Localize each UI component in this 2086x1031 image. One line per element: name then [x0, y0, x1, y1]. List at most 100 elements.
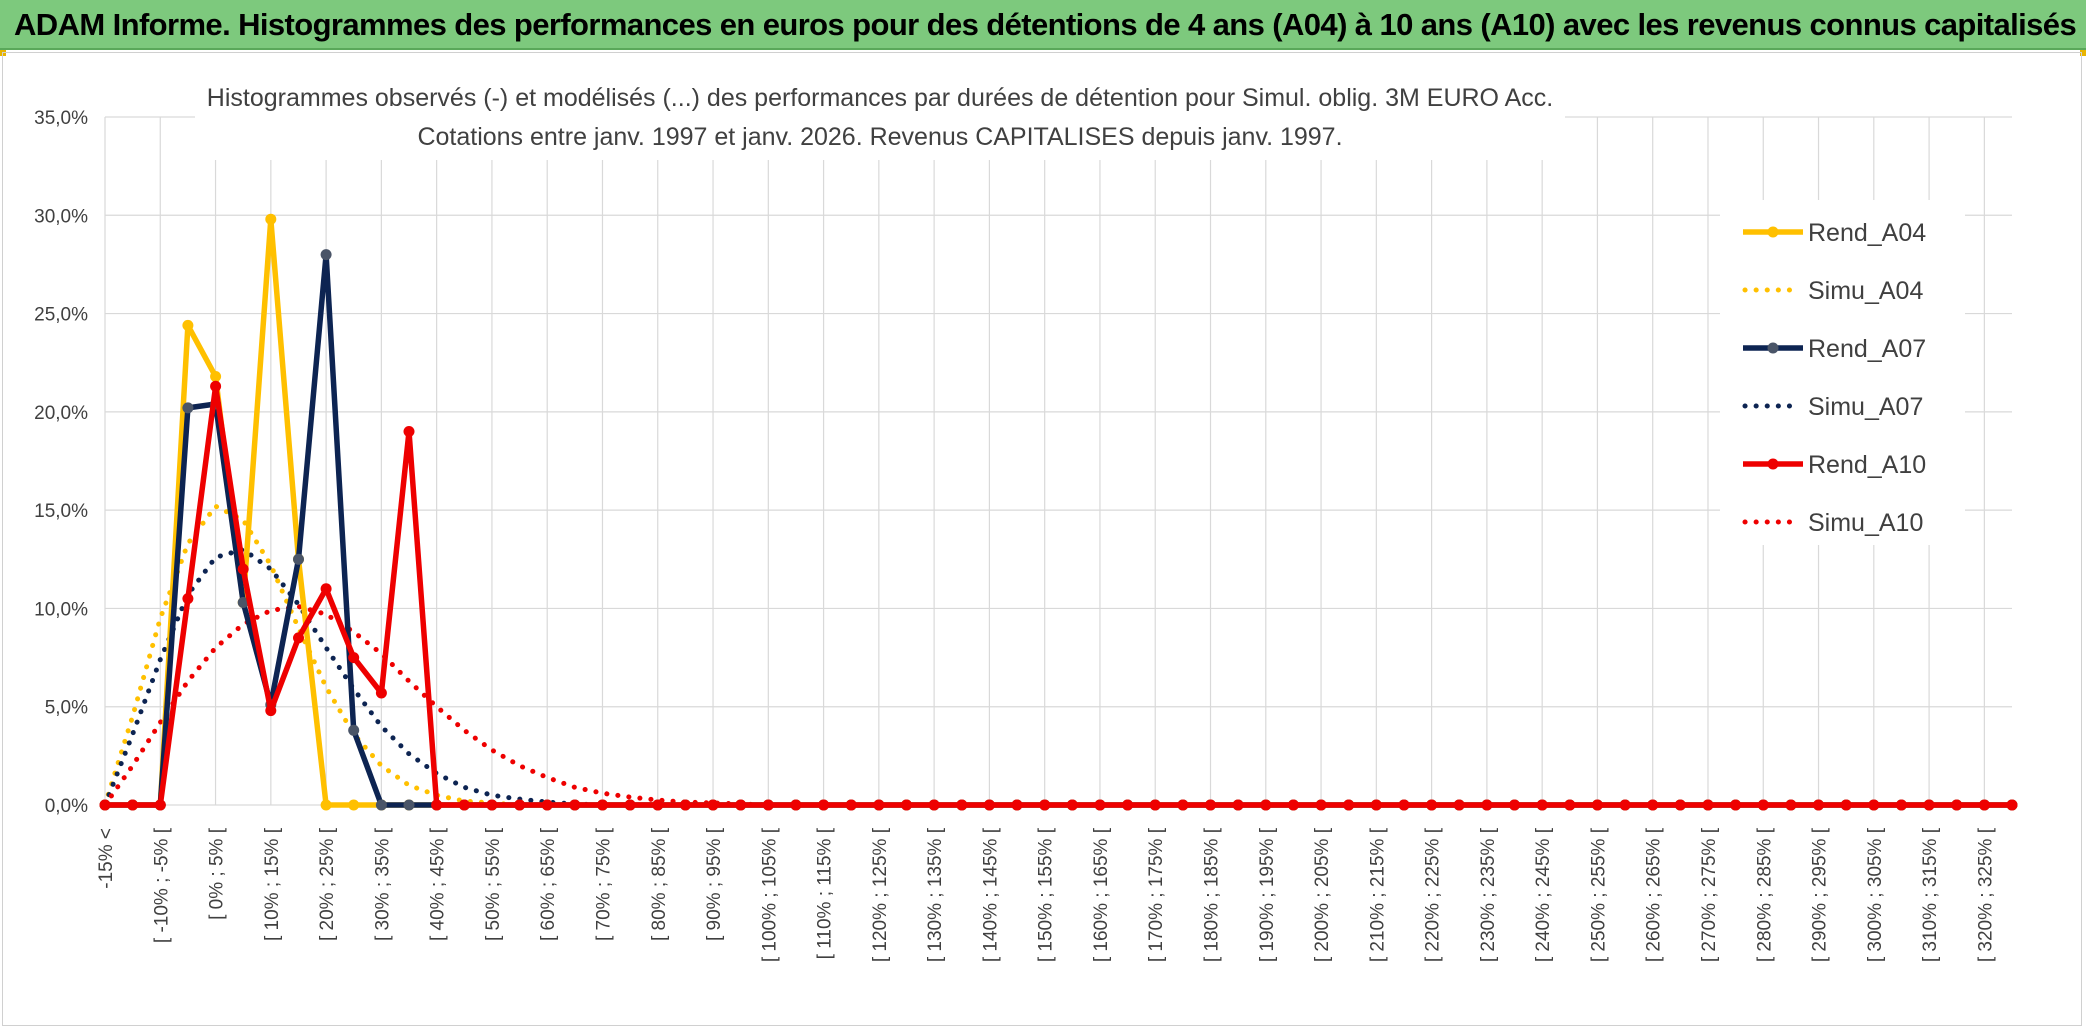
- data-point: [679, 799, 691, 811]
- data-point: [1177, 799, 1189, 811]
- data-point: [1813, 799, 1824, 811]
- x-tick-label: [ 160% ; 165% [: [1091, 827, 1112, 962]
- chart-title-block: Histogrammes observés (-) et modélisés (…: [195, 74, 1565, 160]
- legend-item-simu-a07: Simu_A07: [1742, 393, 1923, 421]
- x-tick-label: [ 170% ; 175% [: [1146, 827, 1167, 962]
- x-tick-label: [ 320% ; 325% [: [1975, 827, 1996, 962]
- data-point: [154, 799, 166, 811]
- series-simu-a10: [102, 603, 2015, 808]
- data-point: [182, 593, 194, 605]
- data-point: [1785, 799, 1797, 811]
- data-point: [1702, 799, 1714, 811]
- y-tick-label: 30,0%: [34, 206, 88, 227]
- data-point: [348, 724, 360, 736]
- x-axis-ticks: -15% < [ -10% ; -5% [[ 0% ; 5% [[ 10% ; 1…: [96, 827, 1996, 962]
- data-point: [431, 799, 443, 811]
- data-point: [1315, 799, 1327, 811]
- x-tick-label: [ 50% ; 55% [: [483, 827, 504, 941]
- data-point: [707, 799, 719, 811]
- corner-mark-left: [0, 50, 6, 56]
- data-point: [1011, 799, 1023, 811]
- x-tick-label: [ 300% ; 305% [: [1865, 827, 1886, 962]
- data-point: [293, 632, 304, 644]
- x-tick-label: [ 180% ; 185% [: [1202, 827, 1223, 962]
- data-point: [845, 799, 857, 811]
- x-tick-label: [ 270% ; 275% [: [1699, 827, 1720, 962]
- data-point: [1287, 799, 1299, 811]
- x-tick-label: [ 120% ; 125% [: [870, 827, 891, 962]
- data-point: [569, 799, 581, 811]
- data-point: [1343, 799, 1355, 811]
- chart-frame: [2, 52, 2082, 1026]
- data-series: [99, 213, 2018, 811]
- data-point: [1260, 799, 1272, 811]
- data-point: [1564, 799, 1576, 811]
- y-tick-label: 25,0%: [34, 305, 88, 326]
- x-tick-label: [ 230% ; 235% [: [1478, 827, 1499, 962]
- data-point: [265, 705, 277, 717]
- x-tick-label: [ 110% ; 115% [: [815, 827, 836, 959]
- legend-label: Simu_A04: [1808, 277, 1923, 305]
- series-line: [102, 503, 2015, 808]
- data-point: [873, 799, 885, 811]
- legend-item-rend-a07: Rend_A07: [1743, 335, 1926, 363]
- x-tick-label: -15% <: [96, 828, 117, 889]
- data-point: [293, 553, 304, 565]
- data-point: [99, 799, 111, 811]
- x-tick-label: [ 190% ; 195% [: [1257, 827, 1278, 962]
- series-line: [102, 603, 2015, 808]
- data-point: [237, 597, 249, 608]
- data-point: [237, 563, 249, 575]
- data-point: [320, 799, 332, 811]
- data-point: [348, 799, 360, 811]
- data-point: [182, 402, 194, 414]
- x-tick-label: [ 140% ; 145% [: [980, 827, 1001, 962]
- data-point: [624, 799, 636, 811]
- legend-background: [1720, 200, 1965, 545]
- data-point: [182, 319, 194, 331]
- data-point: [514, 799, 526, 811]
- x-tick-label: [ 280% ; 285% [: [1754, 827, 1775, 962]
- chart-title: Histogrammes observés (-) et modélisés (…: [207, 84, 1553, 112]
- data-point: [1647, 799, 1659, 811]
- legend-label: Rend_A10: [1808, 451, 1926, 479]
- data-point: [956, 799, 968, 811]
- legend-item-simu-a04: Simu_A04: [1742, 277, 1923, 305]
- x-tick-label: [ 130% ; 135% [: [925, 827, 946, 962]
- legend-item-rend-a10: Rend_A10: [1743, 451, 1926, 479]
- data-point: [1730, 799, 1742, 811]
- series-line: [105, 383, 2012, 808]
- data-point: [735, 799, 747, 811]
- data-point: [486, 799, 498, 811]
- x-tick-label: [ 150% ; 155% [: [1036, 827, 1057, 962]
- x-tick-label: [ 290% ; 295% [: [1810, 827, 1831, 962]
- x-tick-label: [ 80% ; 85% [: [649, 827, 670, 941]
- data-point: [541, 799, 553, 811]
- chart-subtitle: Cotations entre janv. 1997 et janv. 2026…: [417, 123, 1342, 151]
- data-point: [818, 799, 830, 811]
- data-point: [1149, 799, 1161, 811]
- data-point: [403, 426, 415, 437]
- data-point: [458, 799, 470, 811]
- data-point: [375, 687, 387, 699]
- y-tick-label: 5,0%: [45, 698, 88, 719]
- legend-marker: [1767, 342, 1779, 354]
- x-tick-label: [ 10% ; 15% [: [262, 827, 283, 941]
- data-point: [1978, 799, 1990, 811]
- data-point: [1923, 799, 1935, 811]
- legend-label: Simu_A10: [1808, 509, 1923, 537]
- data-point: [1868, 799, 1880, 811]
- data-point: [983, 799, 995, 811]
- data-point: [928, 799, 940, 811]
- y-tick-label: 0,0%: [45, 796, 88, 817]
- data-point: [1481, 799, 1493, 811]
- data-point: [1951, 799, 1963, 811]
- data-point: [210, 380, 222, 392]
- x-tick-label: [ -10% ; -5% [: [151, 827, 172, 943]
- data-point: [901, 799, 912, 811]
- series-rend-a10: [99, 380, 2018, 811]
- data-point: [375, 799, 387, 811]
- data-point: [320, 249, 332, 261]
- y-tick-label: 35,0%: [34, 108, 88, 129]
